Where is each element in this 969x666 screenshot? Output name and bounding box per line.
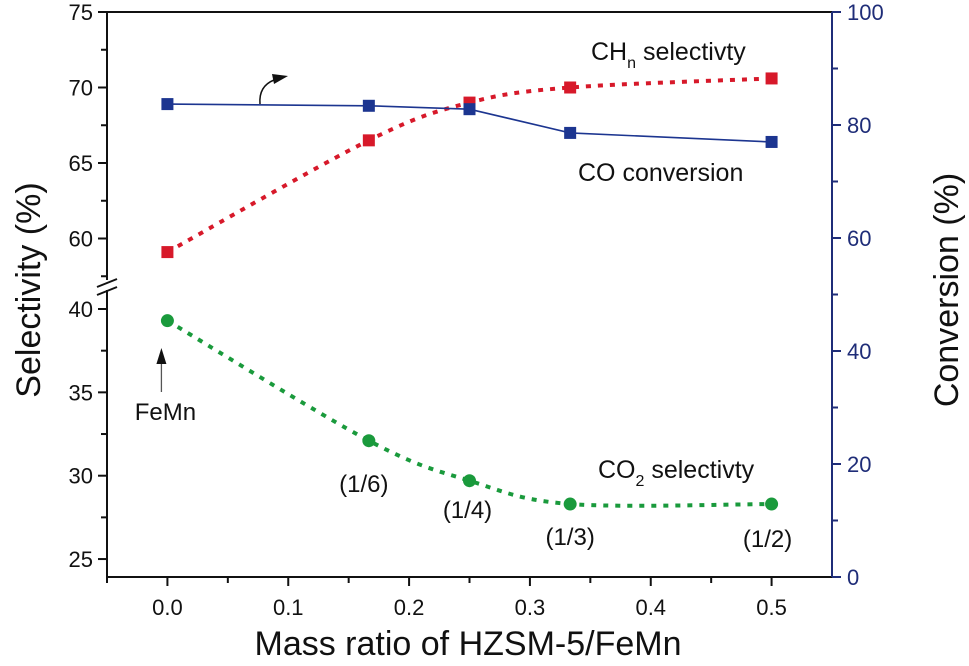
x-tick-label: 0.0: [152, 595, 183, 620]
data-point: [362, 434, 376, 448]
point-label: (1/6): [339, 471, 388, 498]
x-tick-label: 0.2: [394, 595, 425, 620]
left-axis-title: Selectivity (%): [10, 182, 48, 397]
co-conversion-label: CO conversion: [578, 159, 743, 187]
x-axis-title: Mass ratio of HZSM-5/FeMn: [255, 625, 682, 663]
data-point: [161, 246, 174, 259]
left-tick-label: 40: [69, 297, 93, 322]
data-point: [564, 81, 577, 94]
arrowhead-icon: [156, 348, 167, 364]
data-point: [161, 98, 174, 111]
data-point: [463, 103, 476, 116]
right-tick-label: 60: [847, 226, 871, 251]
axis-break-mark: [96, 286, 118, 296]
right-tick-label: 100: [847, 0, 884, 25]
plot-marks: [160, 72, 779, 511]
right-axis-title: Conversion (%): [928, 173, 966, 407]
co2-selectivity-label: CO2 selectivty: [598, 456, 755, 490]
right-tick-label: 0: [847, 565, 859, 590]
annotations: CHn selectivty CO conversion CO2 selectivt…: [135, 38, 793, 553]
data-point: [362, 134, 375, 147]
axis-break-mark: [96, 278, 118, 288]
data-point: [765, 135, 778, 148]
x-tick-label: 0.3: [515, 595, 546, 620]
data-point: [463, 474, 476, 488]
data-point: [564, 126, 577, 139]
x-tick-label: 0.4: [635, 595, 666, 620]
chn-selectivity-label: CHn selectivty: [591, 38, 746, 72]
right-axis-arrow-icon: [259, 79, 275, 105]
arrowhead-icon: [272, 74, 288, 84]
point-label: FeMn: [135, 399, 196, 426]
left-tick-label: 70: [69, 76, 93, 101]
point-label: (1/3): [545, 524, 594, 551]
data-point: [765, 72, 778, 85]
data-point: [765, 497, 779, 511]
left-tick-label: 65: [69, 151, 93, 176]
point-label: (1/4): [443, 497, 492, 524]
right-tick-label: 40: [847, 339, 871, 364]
data-point: [362, 99, 375, 112]
left-tick-label: 60: [69, 227, 93, 252]
x-tick-label: 0.5: [756, 595, 787, 620]
data-point: [160, 314, 174, 328]
left-tick-label: 30: [69, 464, 93, 489]
left-tick-label: 35: [69, 380, 93, 405]
axes: 0.0 0.1 0.2 0.3 0.4 0.5 60 65 70 75 25 30 35 40 0 20 40 6…: [69, 0, 884, 620]
data-point: [563, 497, 577, 511]
right-tick-label: 20: [847, 452, 871, 477]
left-tick-label: 25: [69, 547, 93, 572]
x-tick-label: 0.1: [273, 595, 304, 620]
point-label: (1/2): [743, 526, 792, 553]
right-tick-label: 80: [847, 113, 871, 138]
left-tick-label: 75: [69, 0, 93, 25]
